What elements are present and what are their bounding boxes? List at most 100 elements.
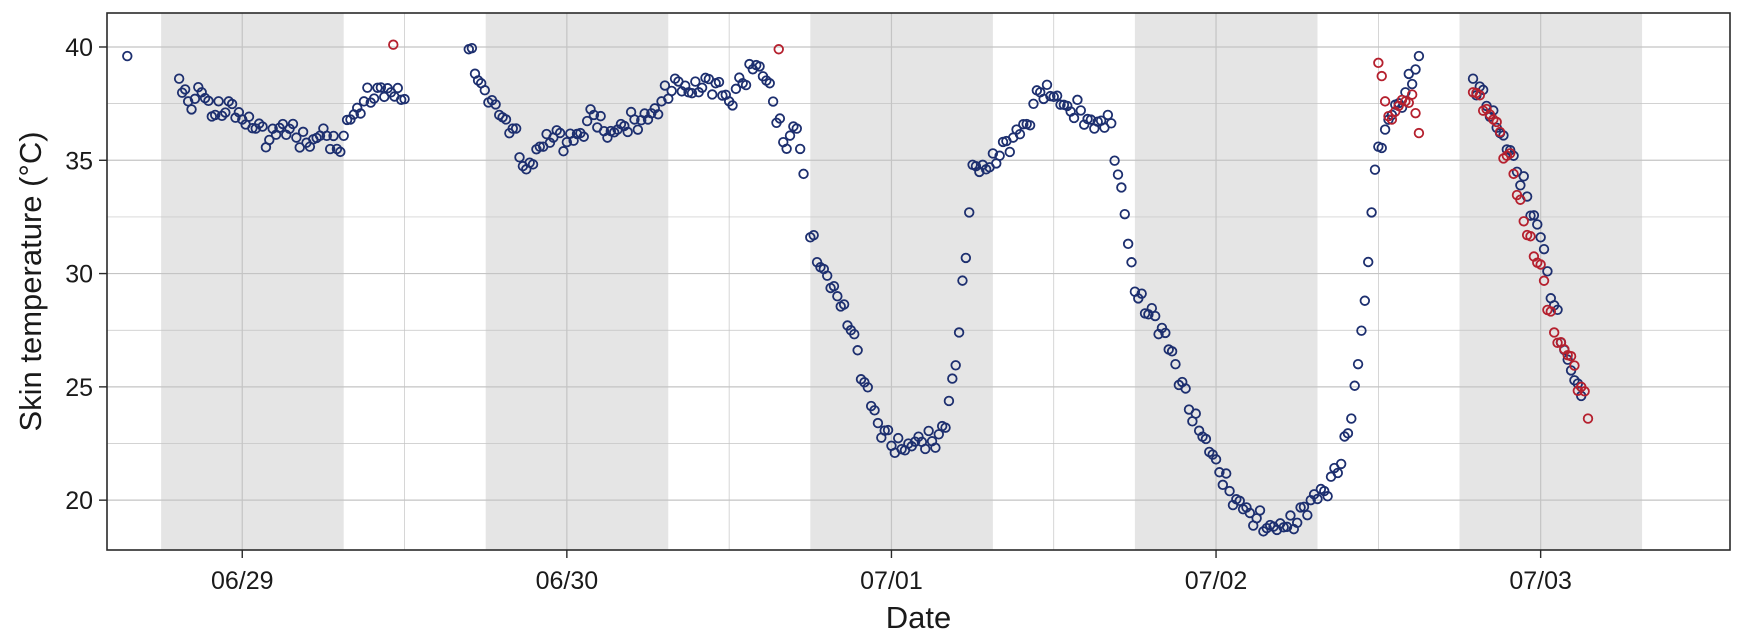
data-point [179, 84, 191, 95]
data-point [1041, 79, 1053, 91]
data-point [622, 126, 633, 138]
data-point [1525, 210, 1536, 221]
data-point [947, 373, 958, 384]
data-point [838, 299, 850, 310]
data-point [243, 111, 255, 122]
data-point [798, 168, 809, 180]
data-point [943, 395, 955, 407]
data-point [1106, 118, 1117, 129]
data-point [399, 93, 410, 105]
data-point [257, 121, 268, 132]
y-tick-label: 40 [65, 34, 93, 62]
data-point [629, 114, 640, 125]
x-axis-title: Date [886, 600, 951, 635]
data-point [822, 270, 833, 281]
data-point [1122, 238, 1134, 250]
data-point [767, 96, 779, 107]
data-point [338, 130, 349, 142]
highlight-data-point [1410, 107, 1421, 119]
highlight-data-point [1505, 148, 1516, 159]
data-point [1285, 510, 1296, 521]
x-tick-label: 06/29 [211, 567, 274, 595]
data-point [1342, 428, 1354, 439]
data-point [1532, 219, 1543, 230]
data-point [355, 108, 366, 119]
highlight-data-point [1565, 351, 1577, 362]
highlight-data-point [1569, 360, 1580, 371]
data-point [727, 100, 738, 111]
data-point [1068, 112, 1080, 124]
data-point [1322, 491, 1333, 502]
data-point [730, 83, 742, 95]
data-point [1166, 346, 1178, 357]
data-point [588, 109, 600, 121]
data-point [362, 82, 373, 93]
data-point [1170, 359, 1181, 370]
data-point [514, 152, 525, 163]
data-point [696, 82, 708, 93]
data-point [659, 80, 671, 91]
data-point [1075, 105, 1087, 116]
y-tick-label: 30 [65, 261, 93, 289]
data-point [1119, 208, 1130, 220]
data-point [1126, 257, 1137, 268]
data-point [1538, 243, 1550, 255]
data-point [189, 93, 201, 105]
data-point [869, 405, 880, 416]
x-tick-label: 07/01 [860, 567, 923, 595]
highlight-data-point [388, 39, 399, 50]
data-point [784, 130, 796, 141]
data-point [1281, 521, 1293, 533]
data-point [186, 104, 197, 115]
data-point [1349, 380, 1360, 391]
data-point [122, 50, 133, 62]
data-point [964, 207, 975, 218]
data-point [1356, 325, 1367, 336]
data-point [1332, 467, 1343, 479]
highlight-data-point [1373, 57, 1384, 69]
highlight-data-point [1494, 126, 1506, 138]
data-point [510, 123, 522, 134]
data-point [1410, 64, 1421, 75]
data-point [297, 126, 309, 138]
data-point [375, 82, 387, 93]
data-point [632, 124, 644, 135]
data-point [392, 82, 403, 94]
data-point [500, 114, 512, 125]
data-point [690, 76, 701, 87]
highlight-data-point [1538, 275, 1550, 286]
data-point [828, 280, 840, 292]
plot-frame [106, 12, 1731, 551]
data-point [578, 131, 589, 142]
data-point [595, 110, 606, 122]
data-point [291, 132, 302, 143]
night-shading-band-4 [1134, 13, 1318, 550]
highlight-data-point [1508, 168, 1519, 180]
data-point [953, 327, 965, 338]
data-point [1515, 180, 1526, 191]
data-point [1018, 119, 1029, 130]
data-point [561, 136, 573, 148]
data-point [872, 417, 884, 429]
data-point [1346, 413, 1357, 424]
highlight-data-point [1518, 216, 1529, 227]
data-point [930, 442, 941, 453]
highlight-data-point [1579, 386, 1590, 397]
data-point [1116, 182, 1127, 193]
data-point [987, 148, 999, 159]
data-point [1298, 501, 1310, 513]
data-point [1312, 493, 1323, 505]
data-point [1518, 171, 1529, 182]
data-point [335, 146, 346, 158]
highlight-data-point [1376, 70, 1387, 82]
data-point [1217, 479, 1229, 491]
night-shading-band-5 [1459, 13, 1643, 550]
y-axis-title: Skin temperature (°C) [13, 131, 48, 431]
data-point [852, 345, 863, 356]
data-point [1376, 142, 1387, 154]
data-points-layer [122, 39, 1594, 537]
data-point [764, 78, 775, 89]
x-tick-label: 07/02 [1185, 567, 1248, 595]
data-point [1024, 120, 1036, 131]
